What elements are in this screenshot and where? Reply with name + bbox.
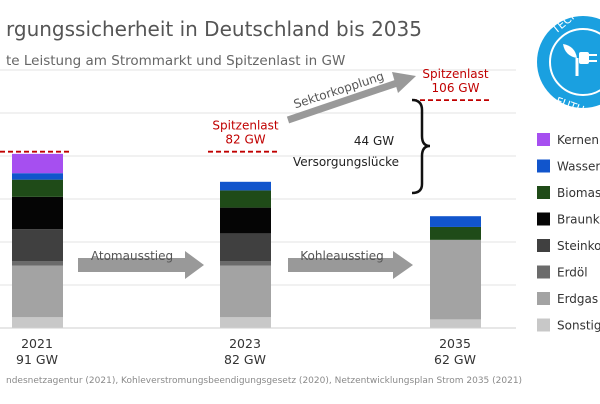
category-label-year-2035: 2035: [439, 336, 471, 351]
bar-segment-braunkohle-2021: [12, 196, 63, 230]
sektorkopplung-arrow: Sektorkopplung: [286, 69, 416, 124]
logo-circle: [537, 16, 600, 108]
legend-label-erdoel: Erdöl: [557, 266, 588, 280]
bar-segment-erdoel-2021: [12, 261, 63, 266]
legend-swatch-erdgas: [537, 292, 550, 305]
chart-subtitle: te Leistung am Strommarkt und Spitzenlas…: [6, 53, 345, 69]
bar-segment-erdgas-2021: [12, 265, 63, 318]
bars: [12, 153, 481, 328]
category-label-total-2035: 62 GW: [434, 352, 476, 367]
legend-label-kernenergie: Kernen: [557, 133, 599, 147]
legend-swatch-braunkohle: [537, 212, 550, 226]
category-label-total-2021: 91 GW: [16, 352, 58, 367]
legend-label-biomasse: Biomas: [557, 186, 600, 200]
bar-segment-wasserkraft-2035: [430, 216, 481, 227]
legend-label-sonstige: Sonstig: [557, 319, 600, 333]
bar-segment-braunkohle-2023: [220, 207, 271, 234]
bar-segment-steinkohle-2023: [220, 233, 271, 262]
category-label-year-2023: 2023: [229, 336, 261, 351]
atomausstieg-label: Atomausstieg: [91, 249, 173, 263]
legend-swatch-wasserkraft: [537, 159, 550, 173]
kohleausstieg-label: Kohleausstieg: [300, 249, 383, 263]
gap-value-label: 44 GW: [354, 134, 394, 148]
plug-leaf-icon: [563, 44, 597, 76]
logo: TECH FUTU: [537, 7, 600, 117]
chart-title: rgungssicherheit in Deutschland bis 2035: [6, 17, 422, 41]
logo-inner-ring: [549, 28, 600, 96]
bar-segment-sonstige-2035: [430, 319, 481, 328]
gap-text-label: Versorgungslücke: [293, 155, 399, 169]
legend-label-wasserkraft: Wasser: [557, 160, 600, 174]
bar-segment-erdgas-2023: [220, 265, 271, 318]
bar-segment-sonstige-2021: [12, 317, 63, 328]
peak-label-2035-0: Spitzenlast: [422, 67, 489, 81]
bar-segment-steinkohle-2021: [12, 229, 63, 262]
category-label-total-2023: 82 GW: [224, 352, 266, 367]
bar-segment-wasserkraft-2023: [220, 181, 271, 191]
peak-label-2035-1: 106 GW: [432, 81, 480, 95]
atomausstieg-arrow: Atomausstieg: [78, 249, 204, 279]
peak-label-2023-0: Spitzenlast: [212, 119, 279, 133]
bar-segment-erdoel-2023: [220, 261, 271, 266]
bar-segment-biomasse-2023: [220, 190, 271, 208]
legend-label-erdgas: Erdgas: [557, 292, 598, 306]
legend-swatch-sonstige: [537, 318, 550, 332]
legend-swatch-kernenergie: [537, 133, 550, 146]
legend-swatch-biomasse: [537, 186, 550, 199]
source-note: ndesnetzagentur (2021), Kohleverstromung…: [6, 376, 522, 386]
bar-segment-wasserkraft-2021: [12, 173, 63, 180]
legend-label-steinkohle: Steinko: [557, 239, 600, 253]
bar-segment-biomasse-2021: [12, 179, 63, 197]
legend-swatch-steinkohle: [537, 239, 550, 252]
bar-segment-biomasse-2035: [430, 226, 481, 240]
bar-segment-erdgas-2035: [430, 239, 481, 320]
legend-swatch-erdoel: [537, 265, 550, 279]
bar-segment-kernenergie-2021: [12, 153, 63, 174]
kohleausstieg-arrow: Kohleausstieg: [288, 249, 413, 279]
gap-brace: 44 GW Versorgungslücke: [293, 98, 431, 195]
legend: Kernen Wasser Biomas Braunk Steinko Erdöl Erdg…: [537, 133, 600, 333]
category-label-year-2021: 2021: [21, 336, 53, 351]
legend-label-braunkohle: Braunk: [557, 213, 600, 227]
peak-label-2023-1: 82 GW: [225, 133, 265, 147]
bar-segment-sonstige-2023: [220, 317, 271, 328]
